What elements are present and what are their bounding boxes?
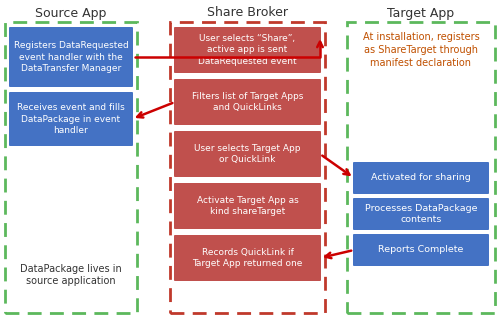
FancyBboxPatch shape [9,27,133,87]
Text: Filters list of Target Apps
and QuickLinks: Filters list of Target Apps and QuickLin… [192,92,303,112]
Text: Registers DataRequested
event handler with the
DataTransfer Manager: Registers DataRequested event handler wi… [14,41,128,73]
Text: Activate Target App as
kind shareTarget: Activate Target App as kind shareTarget [196,196,298,216]
Text: At installation, registers
as ShareTarget through
manifest declaration: At installation, registers as ShareTarge… [362,32,480,68]
Bar [347,22,495,313]
FancyBboxPatch shape [353,234,489,266]
Text: DataPackage lives in
source application: DataPackage lives in source application [20,264,122,286]
Text: Target App: Target App [388,6,454,19]
Bar [170,22,325,313]
Bar [5,22,137,313]
Text: User selects Target App
or QuickLink: User selects Target App or QuickLink [194,144,301,164]
Text: Source App: Source App [36,6,107,19]
FancyBboxPatch shape [353,162,489,194]
FancyBboxPatch shape [174,131,321,177]
Text: Share Broker: Share Broker [207,6,288,19]
FancyBboxPatch shape [174,183,321,229]
Text: Activated for sharing: Activated for sharing [371,174,471,182]
Text: User selects “Share”,
active app is sent
DataRequested event: User selects “Share”, active app is sent… [198,34,297,66]
FancyBboxPatch shape [353,198,489,230]
Text: Processes DataPackage
contents: Processes DataPackage contents [365,204,477,224]
Text: Records QuickLink if
Target App returned one: Records QuickLink if Target App returned… [192,248,302,268]
FancyBboxPatch shape [174,235,321,281]
Text: Reports Complete: Reports Complete [378,246,464,255]
FancyBboxPatch shape [9,92,133,146]
FancyBboxPatch shape [174,27,321,73]
Text: Receives event and fills
DataPackage in event
handler: Receives event and fills DataPackage in … [17,103,125,135]
FancyBboxPatch shape [174,79,321,125]
